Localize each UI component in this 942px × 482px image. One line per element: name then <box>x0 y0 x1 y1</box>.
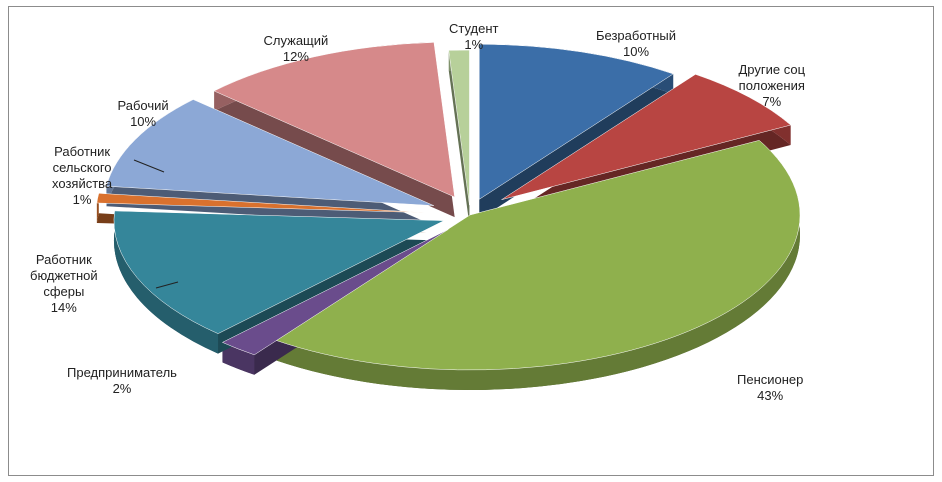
slice-работник-бюджетной-сферы <box>113 210 445 334</box>
data-label-line: 14% <box>50 300 77 315</box>
data-label-другие-соц-положения: Другие соц положения 7% <box>739 62 806 110</box>
data-label-line: Другие соц <box>738 62 806 77</box>
slice-rim-пенсионер <box>276 140 801 390</box>
data-label-line: 7% <box>762 94 782 109</box>
data-label-line: Студент <box>449 21 499 36</box>
slice-rim-работник-бюджетной-сферы <box>113 210 219 354</box>
leader-line-работник-бюджетной-сферы <box>155 281 179 289</box>
data-label-line: 12% <box>282 49 309 64</box>
slice-служащий <box>213 42 455 198</box>
data-label-работник-сельского-хозяйства: Работник сельского хозяйства 1% <box>52 144 112 208</box>
slice-tops <box>96 42 801 371</box>
slice-rim-предприниматель <box>222 342 255 375</box>
data-label-служащий: Служащий 12% <box>264 33 329 65</box>
data-label-line: бюджетной <box>30 268 98 283</box>
data-label-предприниматель: Предприниматель 2% <box>67 365 177 397</box>
data-label-пенсионер: Пенсионер 43% <box>737 372 803 404</box>
data-label-line: 10% <box>623 44 650 59</box>
slice-рабочий <box>106 99 434 206</box>
data-label-line: хозяйства <box>52 176 113 191</box>
data-label-line: Безработный <box>596 28 677 43</box>
data-label-line: Рабочий <box>117 98 169 113</box>
data-label-line: 1% <box>464 37 484 52</box>
slice-предприниматель <box>221 229 449 356</box>
data-label-line: положения <box>738 78 805 93</box>
data-label-line: сферы <box>43 284 85 299</box>
data-label-рабочий: Рабочий 10% <box>118 98 169 130</box>
slice-работник-сельского-хозяйства <box>96 193 427 213</box>
data-label-line: 43% <box>757 388 784 403</box>
data-label-line: Служащий <box>263 33 329 48</box>
slice-безработный <box>479 44 674 200</box>
slice-пенсионер <box>275 140 801 371</box>
data-label-line: 10% <box>130 114 157 129</box>
data-label-студент: Студент 1% <box>449 21 499 53</box>
data-label-line: Работник <box>35 252 92 267</box>
data-label-работник-бюджетной-сферы: Работник бюджетной сферы 14% <box>30 252 98 316</box>
data-label-line: Пенсионер <box>737 372 804 387</box>
data-label-line: Предприниматель <box>67 365 177 380</box>
data-label-line: сельского <box>52 160 112 175</box>
data-label-line: 2% <box>112 381 132 396</box>
data-label-line: Работник <box>54 144 111 159</box>
leader-line-работник-сельского-хозяйства <box>133 159 165 173</box>
slice-другие-соц-положения <box>501 74 792 200</box>
slice-студент <box>448 49 470 206</box>
data-label-line: 1% <box>72 192 92 207</box>
data-label-безработный: Безработный 10% <box>596 28 676 60</box>
